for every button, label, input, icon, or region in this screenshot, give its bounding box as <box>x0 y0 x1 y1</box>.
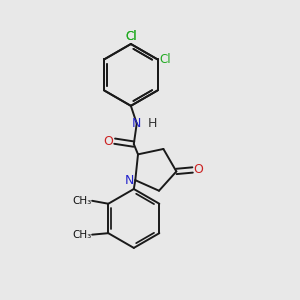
Text: CH₃: CH₃ <box>72 230 91 240</box>
Text: Cl: Cl <box>125 29 137 43</box>
Text: CH₃: CH₃ <box>72 196 91 206</box>
Text: O: O <box>194 164 203 176</box>
Text: O: O <box>103 135 113 148</box>
Text: Cl: Cl <box>125 29 137 43</box>
Text: Cl: Cl <box>159 53 171 66</box>
Text: N: N <box>132 117 141 130</box>
Text: H: H <box>148 117 157 130</box>
Text: N: N <box>124 174 134 187</box>
